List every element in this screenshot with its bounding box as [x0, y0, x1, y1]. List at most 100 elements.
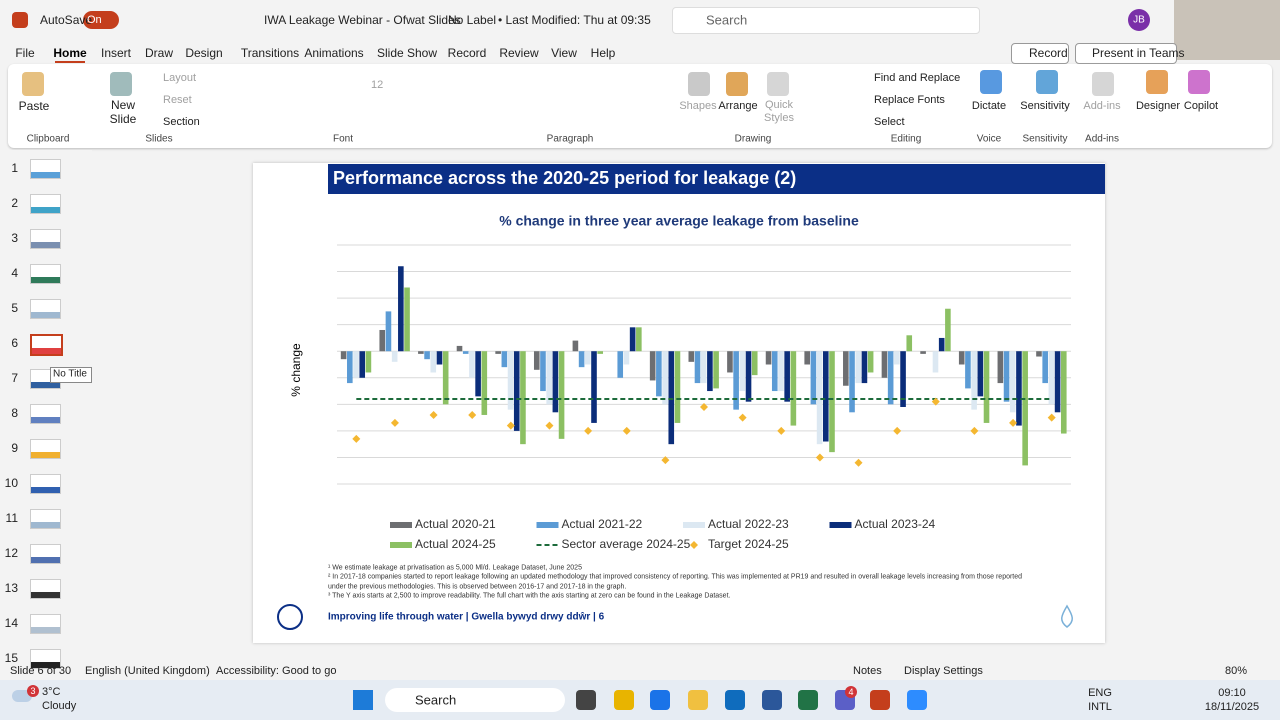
search-placeholder[interactable]: Search	[706, 12, 748, 28]
bar	[578, 351, 585, 368]
bar	[971, 351, 977, 410]
slide-thumbnail[interactable]	[30, 649, 61, 669]
ribbon-tab[interactable]: Home	[53, 46, 87, 60]
bar	[849, 351, 855, 413]
ribbon-tab[interactable]: Review	[499, 46, 539, 60]
bar	[591, 351, 597, 423]
taskbar-app[interactable]	[870, 690, 890, 710]
ribbon-tab[interactable]: Design	[185, 46, 223, 60]
slide-number: 12	[4, 546, 18, 560]
ribbon-button[interactable]: Shapes	[679, 100, 717, 112]
bar	[379, 329, 386, 352]
ribbon-icon	[767, 72, 789, 96]
ribbon-button[interactable]: Paste	[18, 99, 50, 113]
bar	[456, 345, 463, 352]
slide-thumbnail[interactable]	[30, 299, 61, 319]
ribbon-button[interactable]: Reset	[163, 94, 192, 106]
taskbar-app[interactable]	[576, 690, 596, 710]
ribbon-button[interactable]: Sensitivity	[1020, 100, 1070, 112]
ribbon-button[interactable]: Section	[163, 116, 200, 128]
bar	[540, 351, 546, 392]
bar	[958, 351, 965, 365]
ribbon-button[interactable]: Find and Replace	[874, 72, 961, 84]
slide-thumbnail[interactable]	[30, 264, 61, 284]
status-item: Accessibility: Good to go	[216, 665, 337, 677]
ribbon-button[interactable]: Quick Styles	[764, 99, 794, 124]
taskbar-app[interactable]	[762, 690, 782, 710]
slide-thumbnail[interactable]	[30, 194, 61, 214]
avatar-initials[interactable]: JB	[1133, 14, 1145, 26]
ribbon-button[interactable]: Dictate	[971, 100, 1007, 112]
ribbon-tab[interactable]: Insert	[100, 46, 132, 60]
slide-thumbnail[interactable]	[30, 439, 61, 459]
ribbon-button[interactable]: Select	[874, 116, 905, 128]
ribbon-button[interactable]: Arrange	[718, 100, 758, 112]
taskbar-search[interactable]	[385, 688, 565, 712]
taskbar-app[interactable]	[725, 690, 745, 710]
taskbar-app[interactable]	[650, 690, 670, 710]
ribbon-button[interactable]: Designer	[1135, 100, 1181, 112]
avatar[interactable]	[1128, 9, 1150, 31]
status-item[interactable]: Display Settings	[904, 665, 983, 677]
record-label[interactable]: Record	[1029, 46, 1068, 60]
bar	[353, 351, 359, 378]
weather-condition: Cloudy	[42, 700, 77, 712]
ribbon-button[interactable]: Layout	[163, 72, 197, 84]
input-language: ENG	[1088, 687, 1112, 699]
slide-thumbnail[interactable]	[30, 544, 61, 564]
ribbon-group-label: Add-ins	[1085, 133, 1119, 145]
slide-thumbnail[interactable]	[30, 474, 61, 494]
bar	[340, 351, 347, 360]
status-item[interactable]: Notes	[853, 665, 882, 677]
slide-thumbnail[interactable]	[30, 334, 63, 356]
ribbon-icon	[1188, 70, 1210, 94]
ribbon-button[interactable]: New Slide	[109, 98, 137, 126]
ribbon-icon	[1036, 70, 1058, 94]
taskbar-app[interactable]	[688, 690, 708, 710]
ribbon-tab[interactable]: Slide Show	[376, 46, 438, 60]
target-marker	[931, 397, 940, 406]
start-button[interactable]	[353, 690, 373, 710]
ribbon-tab[interactable]: Animations	[304, 46, 364, 60]
ribbon-tab[interactable]: Record	[447, 46, 487, 60]
present-button[interactable]	[1075, 43, 1177, 64]
ribbon-button[interactable]: Replace Fonts	[874, 94, 945, 106]
slide-thumbnail[interactable]	[30, 509, 61, 529]
ribbon-button[interactable]: Copilot	[1183, 100, 1219, 112]
taskbar-search-text[interactable]: Search	[415, 692, 457, 708]
ribbon-tab[interactable]: File	[15, 46, 35, 60]
slide-footer: Improving life through water | Gwella by…	[328, 612, 605, 623]
bar	[617, 351, 624, 378]
ribbon-icon	[1092, 72, 1114, 96]
ribbon-button[interactable]: 12	[371, 79, 384, 91]
taskbar-app[interactable]	[798, 690, 818, 710]
chart-title: % change in three year average leakage f…	[499, 213, 859, 229]
present-label[interactable]: Present in Teams	[1092, 46, 1185, 60]
search-box[interactable]	[672, 7, 980, 34]
ribbon-tab[interactable]: Transitions	[240, 46, 300, 60]
sensitivity-label: No Label	[448, 13, 497, 27]
ribbon-button[interactable]: Add-ins	[1083, 100, 1121, 112]
autosave-toggle[interactable]	[83, 11, 119, 29]
bar	[391, 351, 398, 362]
record-button[interactable]	[1011, 43, 1069, 64]
legend-swatch	[829, 522, 852, 528]
slide-thumbnail[interactable]	[30, 614, 61, 634]
ribbon-tab[interactable]: Draw	[144, 46, 174, 60]
ribbon-tab[interactable]: View	[551, 46, 577, 60]
title-band	[328, 164, 1105, 194]
bar	[727, 351, 733, 373]
taskbar-app[interactable]	[614, 690, 634, 710]
bar	[784, 351, 790, 402]
slide-thumbnail[interactable]	[30, 229, 61, 249]
target-marker	[738, 413, 747, 422]
slide-thumbnail[interactable]	[30, 159, 61, 179]
ribbon-icon	[980, 70, 1002, 94]
bar	[436, 351, 443, 365]
taskbar-app[interactable]	[907, 690, 927, 710]
target-marker	[352, 434, 361, 443]
slide-thumbnail[interactable]	[30, 579, 61, 599]
ribbon-tab[interactable]: Help	[590, 46, 616, 60]
slide-thumbnail[interactable]	[30, 404, 61, 424]
bar	[507, 351, 514, 410]
